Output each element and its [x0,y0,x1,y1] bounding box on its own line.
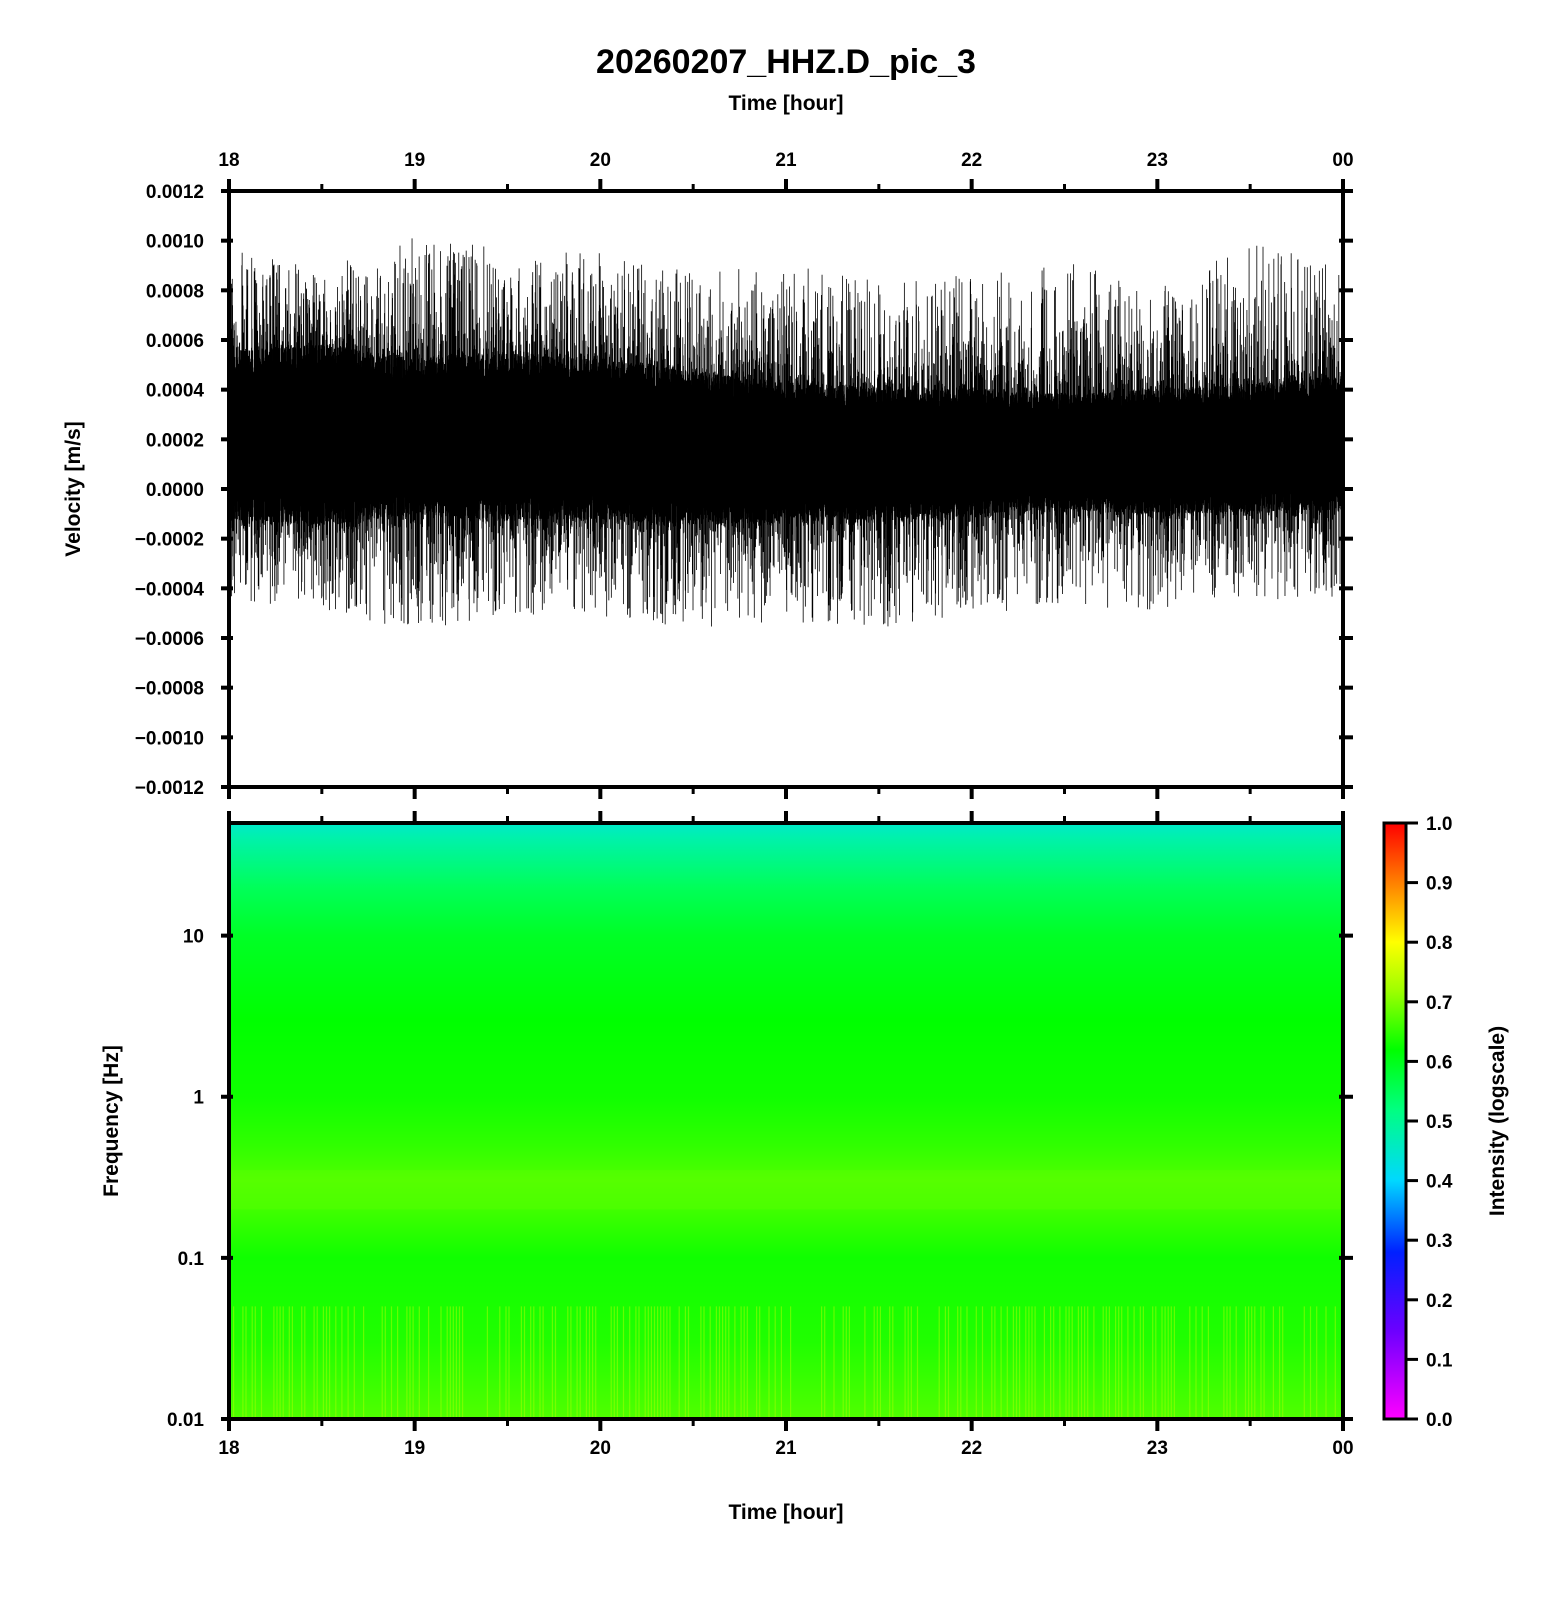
spectrogram-bottom-x-tick-label: 20 [590,1438,611,1459]
waveform-panel: 18 19 20 21 22 23 00 0.00120.00100.00080.00060… [62,150,1354,799]
spectrogram-bottom-x-tick-label: 23 [1147,1438,1168,1459]
waveform-top-x-tick-label: 19 [404,150,425,171]
waveform-y-tick-label: 0.0000 [146,480,204,501]
waveform-y-tick-label: −0.0010 [135,728,204,749]
waveform-top-x-tick-label: 00 [1332,150,1353,171]
waveform-y-tick-label: −0.0006 [135,629,204,650]
spectrogram-stripes [229,1170,1343,1419]
waveform-top-x-tick-label: 22 [961,150,982,171]
spectrogram-top-x-ticks [227,811,1345,823]
spectrogram-y-ticks: 10 1 0.1 0.01 [167,927,1353,1431]
colorbar-tick-label: 0.1 [1426,1350,1453,1371]
spectrogram-y-tick-label: 0.01 [167,1410,204,1431]
chart-title: 20260207_HHZ.D_pic_3 [596,43,976,81]
colorbar-tick-label: 1.0 [1426,814,1452,835]
waveform-y-tick-label: −0.0012 [135,778,204,799]
waveform-top-x-ticks: 18 19 20 21 22 23 00 [218,150,1354,191]
spectrogram-microseism-band [229,1170,1343,1210]
waveform-y-tick-label: 0.0008 [146,281,204,302]
colorbar-ticks: 1.0 0.9 0.8 0.7 0.6 0.5 0.4 0.3 0.2 0.1 0.0 [1406,814,1453,1431]
spectrogram-bottom-x-tick-label: 00 [1332,1438,1353,1459]
waveform-top-x-axis-title: Time [hour] [728,92,843,115]
colorbar-tick-label: 0.9 [1426,874,1452,895]
waveform-top-x-tick-label: 18 [218,150,239,171]
waveform-y-tick-label: 0.0006 [146,331,204,352]
spectrogram-bottom-x-tick-label: 22 [961,1438,982,1459]
colorbar-tick-label: 0.5 [1426,1112,1453,1133]
waveform-spikes [229,238,1343,627]
spectrogram-bottom-x-ticks: 18 19 20 21 22 23 00 [218,1419,1354,1459]
waveform-top-x-tick-label: 20 [590,150,611,171]
spectrogram-y-tick-label: 0.1 [178,1249,205,1270]
colorbar-tick-label: 0.7 [1426,993,1452,1014]
waveform-y-tick-label: −0.0002 [135,530,204,551]
spectrogram-bottom-x-tick-label: 21 [775,1438,797,1459]
colorbar-gradient [1382,821,1408,1421]
spectrogram-x-axis-title: Time [hour] [728,1501,843,1524]
waveform-top-x-tick-label: 21 [775,150,797,171]
colorbar: 1.0 0.9 0.8 0.7 0.6 0.5 0.4 0.3 0.2 0.1 0.0 Intens… [1382,814,1509,1431]
spectrogram-y-tick-label: 10 [183,927,204,948]
spectrogram-y-axis-title: Frequency [Hz] [100,1045,123,1197]
waveform-y-tick-label: 0.0002 [146,430,204,451]
colorbar-tick-label: 0.6 [1426,1052,1452,1073]
colorbar-tick-label: 0.0 [1426,1410,1452,1431]
waveform-trace [229,238,1343,627]
colorbar-tick-label: 0.2 [1426,1291,1452,1312]
colorbar-tick-label: 0.8 [1426,933,1452,954]
waveform-y-axis-title: Velocity [m/s] [62,421,85,556]
spectrogram-bottom-x-tick-label: 18 [218,1438,239,1459]
waveform-top-x-tick-label: 23 [1147,150,1168,171]
waveform-y-ticks: 0.0012 0.0010 0.0008 0.0006 0.0004 0.0002 0.00… [135,182,1353,799]
colorbar-title: Intensity (logscale) [1486,1026,1509,1216]
spectrogram-heatmap [229,823,1343,1419]
waveform-y-tick-label: 0.0012 [146,182,204,203]
spectrogram-panel: 18 19 20 21 22 23 00 10 1 0.1 0.01 Frequency [Hz]… [100,811,1354,1524]
colorbar-tick-label: 0.3 [1426,1231,1452,1252]
waveform-y-tick-label: −0.0008 [135,679,204,700]
waveform-y-tick-label: 0.0010 [146,232,204,253]
spectrogram-bottom-x-tick-label: 19 [404,1438,425,1459]
colorbar-tick-label: 0.4 [1426,1172,1453,1193]
waveform-y-tick-label: −0.0004 [135,579,205,600]
waveform-y-tick-label: 0.0004 [146,381,205,402]
spectrogram-y-tick-label: 1 [193,1088,204,1109]
